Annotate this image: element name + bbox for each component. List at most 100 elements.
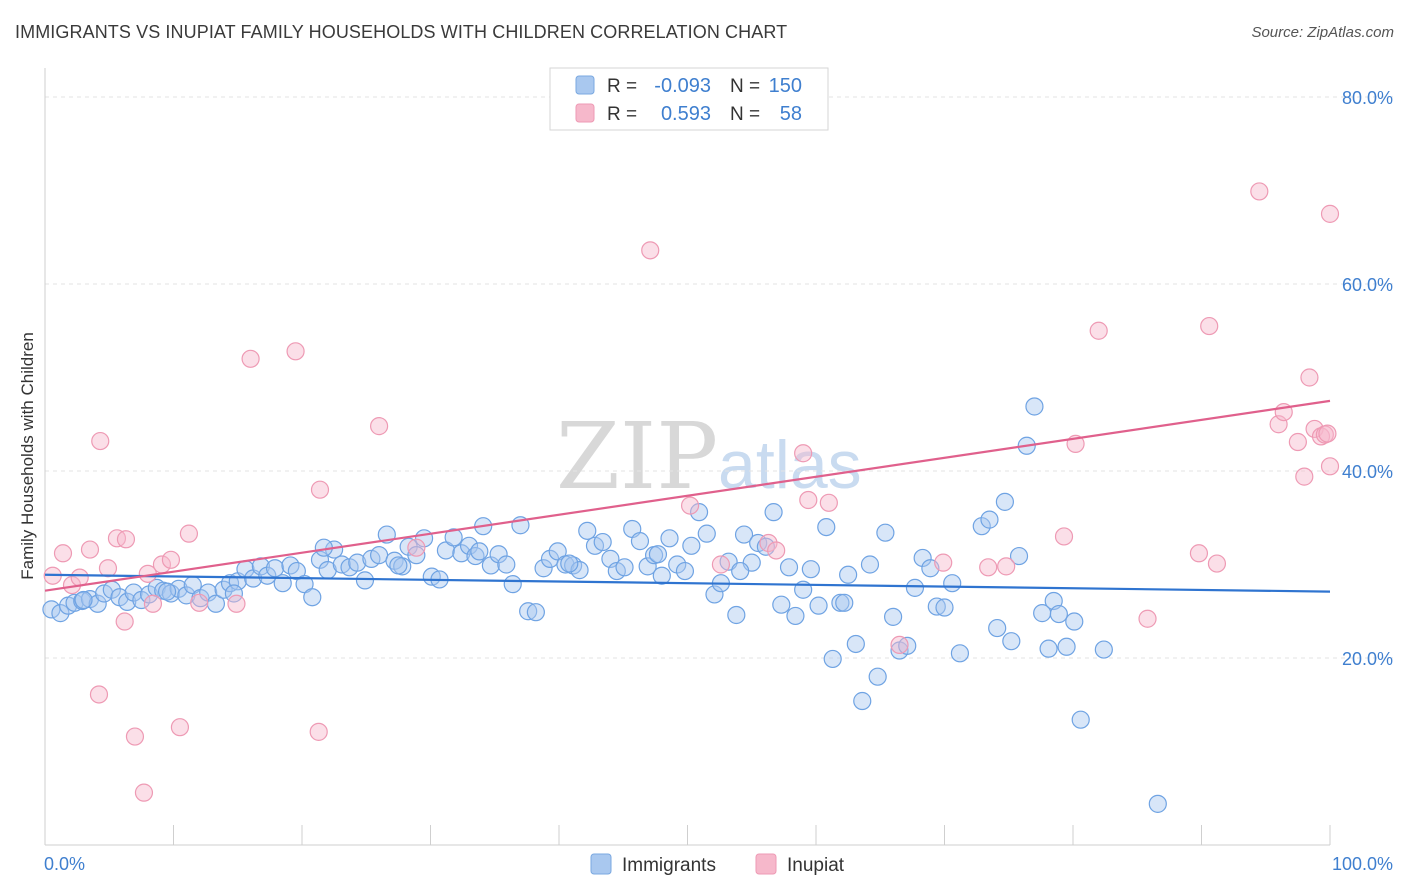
trend-line-immigrants [44,573,1331,593]
point-immigrants-79 [630,532,650,551]
point-inupiat-42 [1138,609,1157,628]
point-inupiat-18 [116,530,136,549]
point-inupiat-8 [115,612,134,631]
point-inupiat-51 [1300,368,1319,387]
point-immigrants-149 [835,593,854,612]
point-inupiat-4 [80,540,100,559]
point-immigrants-85 [675,561,695,581]
point-inupiat-15 [179,524,199,543]
watermark-atlas: atlas [718,427,862,503]
point-inupiat-3 [70,568,89,587]
point-inupiat-55 [1318,424,1337,443]
trend-line-inupiat [44,399,1331,592]
legend-r-value-immigrants: -0.093 [654,75,711,97]
source-label: Source: ZipAtlas.com [1251,24,1394,41]
point-inupiat-30 [759,533,778,553]
point-immigrants-72 [578,521,597,540]
point-immigrants-55 [452,544,471,563]
point-immigrants-105 [823,649,842,669]
point-immigrants-141 [157,582,177,601]
point-immigrants-10 [118,592,137,612]
point-inupiat-26 [407,538,426,557]
point-immigrants-71 [570,561,589,580]
point-immigrants-119 [927,597,946,616]
point-inupiat-32 [794,444,813,463]
point-immigrants-49 [407,546,426,565]
point-immigrants-65 [526,603,545,622]
bottom-legend-label-inupiat: Inupiat [787,855,845,876]
point-immigrants-86 [682,536,701,555]
point-immigrants-142 [224,584,243,603]
point-immigrants-42 [355,571,375,590]
point-immigrants-80 [638,557,657,576]
point-immigrants-44 [370,546,389,565]
point-immigrants-41 [348,553,367,572]
point-inupiat-27 [641,241,660,260]
point-immigrants-128 [1009,546,1029,566]
legend-n-value-immigrants: 150 [769,75,802,97]
legend-swatch-immigrants [575,75,595,95]
point-immigrants-111 [868,667,887,686]
point-immigrants-29 [258,566,277,585]
point-immigrants-74 [593,532,612,552]
point-immigrants-88 [697,524,716,543]
point-immigrants-64 [519,602,538,621]
point-immigrants-146 [560,554,579,573]
point-inupiat-5 [89,685,109,704]
point-immigrants-135 [1065,612,1084,631]
point-immigrants-104 [817,517,836,537]
y-tick-label-60: 60.0% [1342,275,1393,295]
point-immigrants-145 [470,542,489,561]
point-inupiat-13 [161,550,181,569]
point-immigrants-11 [124,583,143,602]
point-inupiat-23 [309,722,328,741]
legend-r-label-immigrants: R = [607,76,637,97]
point-immigrants-97 [764,503,783,522]
point-inupiat-56 [1320,204,1340,223]
bottom-legend-swatch-inupiat [755,853,777,875]
legend-n-label-immigrants: N = [730,76,760,97]
point-immigrants-116 [905,578,925,597]
legend-r-value-inupiat: 0.593 [661,103,711,125]
point-inupiat-17 [91,431,110,451]
point-inupiat-31 [767,541,786,560]
point-immigrants-99 [779,558,799,577]
point-immigrants-54 [444,528,463,547]
point-inupiat-46 [1250,182,1269,201]
point-inupiat-37 [979,558,998,577]
point-inupiat-21 [241,349,260,368]
point-immigrants-139 [1025,397,1044,416]
point-inupiat-34 [819,493,838,512]
point-immigrants-89 [705,585,724,604]
point-inupiat-11 [143,594,163,613]
point-inupiat-20 [227,594,246,613]
point-immigrants-92 [727,605,746,625]
point-immigrants-82 [652,566,671,585]
legend-box [549,67,829,131]
correlation-legend: R = -0.093 N = 150 R = 0.593 N = 58 [549,67,829,131]
point-inupiat-35 [890,635,909,655]
point-inupiat-9 [125,727,145,746]
point-immigrants-1 [51,604,70,623]
y-tick-label-40: 40.0% [1342,462,1393,482]
point-immigrants-6 [88,594,107,613]
legend-n-value-inupiat: 58 [780,103,802,125]
point-immigrants-87 [689,503,709,522]
y-axis-label: Family Households with Children [18,332,37,580]
chart-title: IMMIGRANTS VS INUPIAT FAMILY HOUSEHOLDS … [15,22,788,42]
point-immigrants-122 [950,644,970,663]
point-inupiat-45 [1207,554,1227,573]
point-immigrants-124 [980,510,999,529]
point-inupiat-6 [98,559,118,578]
point-inupiat-38 [997,557,1016,576]
point-immigrants-107 [839,565,858,584]
point-inupiat-49 [1288,432,1307,452]
point-immigrants-100 [786,606,805,626]
point-immigrants-56 [459,536,479,555]
point-inupiat-29 [711,555,731,574]
point-immigrants-109 [853,691,872,711]
point-inupiat-25 [370,417,389,436]
point-immigrants-117 [913,548,932,568]
point-immigrants-137 [1094,640,1113,659]
point-inupiat-41 [1089,321,1108,340]
